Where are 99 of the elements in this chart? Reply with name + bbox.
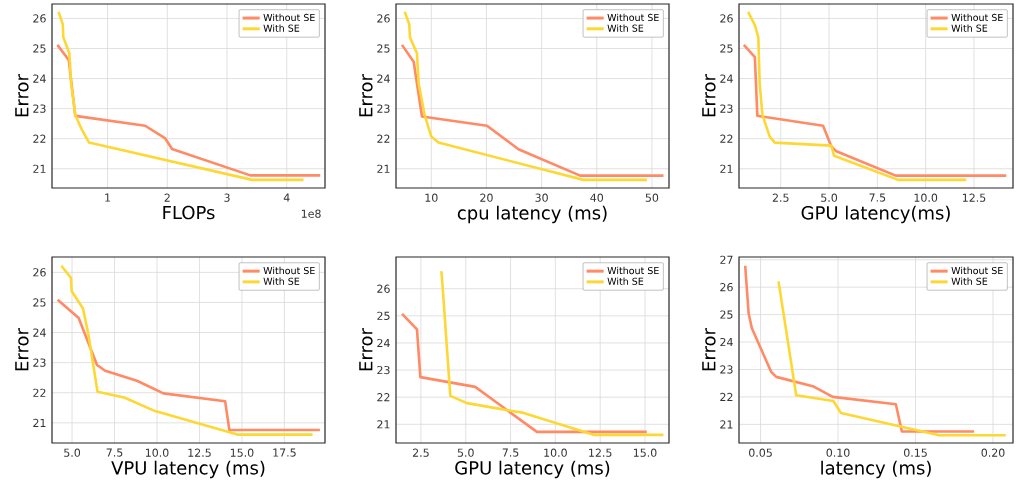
- y-tick-label: 23: [33, 358, 46, 367]
- y-axis-title: Error: [702, 328, 716, 371]
- y-tick-label: 24: [377, 74, 390, 83]
- legend-label: Without SE: [951, 13, 1003, 22]
- y-tick-label: 24: [377, 338, 390, 348]
- x-axis-title: VPU latency (ms): [111, 460, 265, 479]
- line-series: [742, 43, 1008, 177]
- y-axis-title: Error: [15, 328, 29, 371]
- y-tick-label: 21: [377, 420, 390, 429]
- y-tick-label: 25: [33, 298, 46, 307]
- y-tick-label: 24: [720, 337, 733, 347]
- legend-label: With SE: [607, 277, 644, 285]
- legend-label: Without SE: [607, 266, 659, 275]
- y-tick-label: 21: [720, 164, 733, 173]
- line-series: [60, 264, 314, 436]
- x-tick-label: 5.0: [457, 448, 474, 457]
- y-tick-label: 25: [720, 44, 733, 53]
- x-axis-title: latency (ms): [821, 460, 931, 479]
- y-tick-label: 22: [33, 388, 46, 397]
- legend-label: Without SE: [263, 13, 315, 22]
- y-axis-title: Error: [702, 74, 716, 117]
- y-tick-label: 23: [33, 104, 46, 113]
- y-tick-label: 23: [377, 104, 390, 113]
- y-tick-label: 25: [33, 44, 46, 53]
- y-tick-label: 26: [377, 284, 390, 293]
- legend-label: With SE: [951, 24, 988, 32]
- line-series: [57, 10, 305, 182]
- x-tick-label: 10: [425, 193, 438, 202]
- x-tick-label: 0.20: [981, 448, 1005, 457]
- x-tick-label: 2.5: [772, 193, 789, 202]
- y-tick-label: 23: [377, 365, 390, 375]
- y-tick-label: 21: [720, 420, 733, 429]
- y-tick-label: 25: [377, 311, 390, 320]
- x-tick-label: 0.15: [904, 448, 927, 457]
- legend-label: With SE: [263, 277, 300, 285]
- y-tick-label: 26: [33, 14, 46, 23]
- y-tick-label: 26: [377, 14, 390, 23]
- x-tick-label: 50: [645, 193, 659, 202]
- y-tick-label: 27: [720, 255, 733, 264]
- y-tick-label: 21: [377, 164, 390, 173]
- y-tick-label: 25: [720, 310, 733, 319]
- legend-label: Without SE: [263, 266, 315, 275]
- y-tick-label: 22: [377, 393, 390, 402]
- y-axis-title: Error: [15, 74, 29, 117]
- x-tick-label: 10.0: [145, 448, 169, 457]
- y-tick-label: 24: [720, 74, 733, 83]
- x-tick-label: 15.0: [633, 448, 657, 457]
- x-tick-label: 5.0: [64, 448, 81, 457]
- y-tick-label: 22: [377, 134, 390, 143]
- x-axis-title: FLOPs: [163, 205, 215, 220]
- x-tick-label: 0.05: [749, 448, 772, 457]
- legend-label: Without SE: [607, 13, 659, 22]
- y-tick-label: 26: [33, 268, 46, 277]
- x-tick-label: 17.5: [273, 448, 296, 457]
- y-tick-label: 22: [720, 392, 733, 401]
- y-axis-title: Error: [359, 328, 373, 371]
- x-tick-label: 10.0: [914, 193, 938, 202]
- y-tick-label: 24: [33, 74, 46, 83]
- x-tick-label: 0.10: [826, 448, 850, 457]
- y-axis-title: Error: [359, 74, 373, 117]
- x-tick-label: 2.5: [412, 448, 429, 457]
- line-series: [400, 43, 665, 177]
- x-tick-label: 7.5: [502, 448, 519, 457]
- x-tick-label: 12.5: [589, 448, 612, 457]
- x-axis-title: GPU latency (ms): [455, 460, 610, 479]
- text: 1e8: [301, 209, 321, 218]
- x-tick-label: 5.0: [821, 193, 838, 202]
- x-tick-label: 3: [224, 193, 230, 202]
- x-tick-label: 12.5: [962, 193, 986, 202]
- y-tick-label: 24: [33, 328, 46, 337]
- y-tick-label: 25: [377, 44, 390, 53]
- legend-label: With SE: [951, 277, 988, 285]
- y-tick-label: 22: [33, 134, 46, 143]
- y-tick-label: 26: [720, 14, 733, 23]
- y-tick-label: 23: [720, 365, 733, 374]
- legend-label: With SE: [607, 24, 644, 32]
- x-tick-label: 4: [283, 193, 290, 202]
- y-tick-label: 21: [33, 418, 46, 427]
- line-series: [403, 10, 649, 182]
- x-tick-label: 20: [480, 193, 493, 202]
- line-series: [56, 298, 322, 432]
- legend-label: With SE: [263, 24, 300, 32]
- x-tick-label: 1: [105, 193, 111, 202]
- y-tick-label: 23: [720, 104, 733, 113]
- y-tick-label: 21: [33, 164, 46, 173]
- x-tick-label: 2: [164, 193, 170, 202]
- x-tick-label: 7.5: [869, 193, 886, 202]
- x-tick-label: 40: [590, 193, 604, 202]
- y-tick-label: 22: [720, 134, 733, 143]
- x-tick-label: 15.0: [230, 448, 254, 457]
- x-axis-title: GPU latency(ms): [801, 205, 950, 224]
- x-tick-label: 12.5: [188, 448, 211, 457]
- y-tick-label: 26: [720, 283, 733, 292]
- x-tick-label: 30: [535, 193, 548, 202]
- x-tick-label: 7.5: [106, 448, 123, 457]
- x-axis-title: cpu latency (ms): [457, 205, 607, 224]
- legend-label: Without SE: [951, 266, 1003, 275]
- x-tick-label: 10.0: [544, 448, 567, 457]
- line-series: [400, 312, 649, 434]
